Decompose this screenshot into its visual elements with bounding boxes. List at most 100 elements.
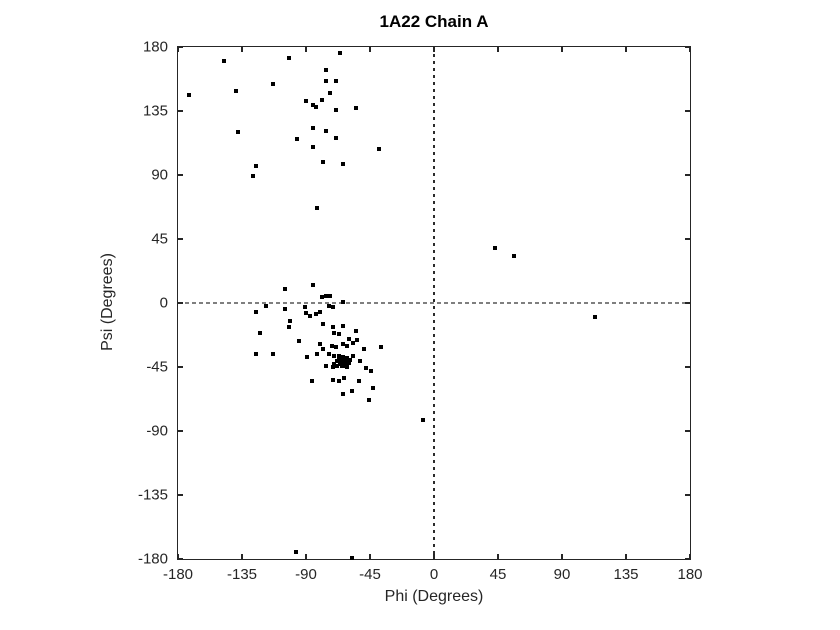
data-point bbox=[295, 137, 300, 142]
data-point bbox=[304, 99, 308, 104]
data-point bbox=[358, 359, 363, 364]
tick-mark bbox=[178, 430, 183, 432]
data-point bbox=[258, 330, 263, 335]
data-point bbox=[319, 97, 324, 102]
data-point bbox=[271, 81, 276, 86]
data-point bbox=[420, 417, 425, 422]
tick-mark bbox=[178, 174, 183, 176]
data-point bbox=[336, 379, 341, 384]
data-point bbox=[286, 325, 291, 330]
data-point bbox=[342, 356, 347, 361]
data-point bbox=[356, 379, 361, 384]
tick-mark bbox=[178, 558, 183, 560]
tick-mark bbox=[178, 302, 183, 304]
data-point bbox=[311, 103, 316, 108]
data-point bbox=[321, 322, 326, 327]
tick-mark bbox=[685, 302, 690, 304]
data-point bbox=[321, 160, 326, 165]
tick-mark bbox=[685, 366, 690, 368]
data-point bbox=[333, 136, 338, 141]
data-point bbox=[340, 360, 345, 365]
data-point bbox=[326, 352, 331, 357]
data-point bbox=[333, 79, 338, 84]
data-point bbox=[338, 359, 343, 364]
tick-mark bbox=[177, 554, 179, 559]
data-point bbox=[282, 286, 287, 291]
y-tick-label: 45 bbox=[151, 230, 168, 248]
tick-mark bbox=[178, 46, 183, 48]
x-tick-label: 0 bbox=[429, 566, 439, 583]
data-point bbox=[315, 352, 320, 357]
x-tick-label: -90 bbox=[295, 566, 317, 583]
tick-mark bbox=[433, 47, 435, 52]
y-tick-label: -45 bbox=[146, 358, 168, 376]
data-point bbox=[379, 345, 384, 350]
tick-mark bbox=[689, 47, 691, 52]
tick-mark bbox=[178, 494, 183, 496]
data-point bbox=[251, 174, 256, 179]
x-axis-label: Phi (Degrees) bbox=[384, 588, 484, 605]
data-point bbox=[321, 346, 326, 351]
data-point bbox=[331, 325, 336, 330]
tick-mark bbox=[177, 47, 179, 52]
data-point bbox=[305, 355, 310, 360]
data-point bbox=[335, 363, 340, 368]
data-point bbox=[592, 315, 597, 320]
data-point bbox=[349, 555, 354, 560]
data-point bbox=[309, 379, 314, 384]
x-tick-label: 90 bbox=[553, 566, 571, 583]
y-tick-label: 0 bbox=[159, 294, 168, 312]
data-point bbox=[271, 352, 276, 357]
data-point bbox=[288, 319, 293, 324]
data-point bbox=[323, 363, 328, 368]
data-point bbox=[311, 126, 316, 131]
data-point bbox=[331, 377, 336, 382]
data-point bbox=[234, 89, 239, 94]
y-tick-label: 135 bbox=[142, 102, 168, 120]
data-point bbox=[311, 144, 316, 149]
tick-mark bbox=[625, 554, 627, 559]
y-tick-label: 180 bbox=[142, 38, 168, 56]
data-point bbox=[350, 340, 355, 345]
tick-mark bbox=[241, 47, 243, 52]
tick-mark bbox=[625, 47, 627, 52]
data-point bbox=[342, 363, 347, 368]
data-point bbox=[326, 303, 331, 308]
data-point bbox=[296, 339, 301, 344]
data-point bbox=[336, 353, 341, 358]
data-point bbox=[323, 128, 328, 133]
data-point bbox=[294, 549, 299, 554]
data-point bbox=[340, 392, 345, 397]
data-point bbox=[349, 389, 354, 394]
data-point bbox=[318, 342, 323, 347]
data-point bbox=[345, 343, 350, 348]
tick-mark bbox=[369, 554, 371, 559]
x-tick-label: 135 bbox=[613, 566, 639, 583]
data-point bbox=[235, 130, 240, 135]
tick-mark bbox=[369, 47, 371, 52]
data-point bbox=[333, 345, 338, 350]
y-tick-label: -90 bbox=[146, 422, 168, 440]
data-point bbox=[353, 329, 358, 334]
y-tick-label: 90 bbox=[151, 166, 168, 184]
data-point bbox=[302, 305, 307, 310]
data-point bbox=[366, 397, 371, 402]
x-tick-label: -135 bbox=[226, 566, 258, 583]
data-point bbox=[348, 357, 353, 362]
data-point bbox=[264, 303, 269, 308]
data-point bbox=[319, 295, 324, 300]
data-point bbox=[313, 312, 318, 317]
chart-title: 1A22 Chain A bbox=[379, 12, 489, 31]
data-point bbox=[286, 56, 291, 61]
data-point bbox=[332, 330, 337, 335]
data-point bbox=[254, 164, 259, 169]
data-point bbox=[315, 205, 320, 210]
tick-mark bbox=[685, 430, 690, 432]
data-point bbox=[336, 332, 341, 337]
data-point bbox=[340, 299, 345, 304]
tick-mark bbox=[305, 554, 307, 559]
data-point bbox=[254, 352, 259, 357]
x-tick-label: -45 bbox=[359, 566, 381, 583]
data-point bbox=[350, 353, 355, 358]
